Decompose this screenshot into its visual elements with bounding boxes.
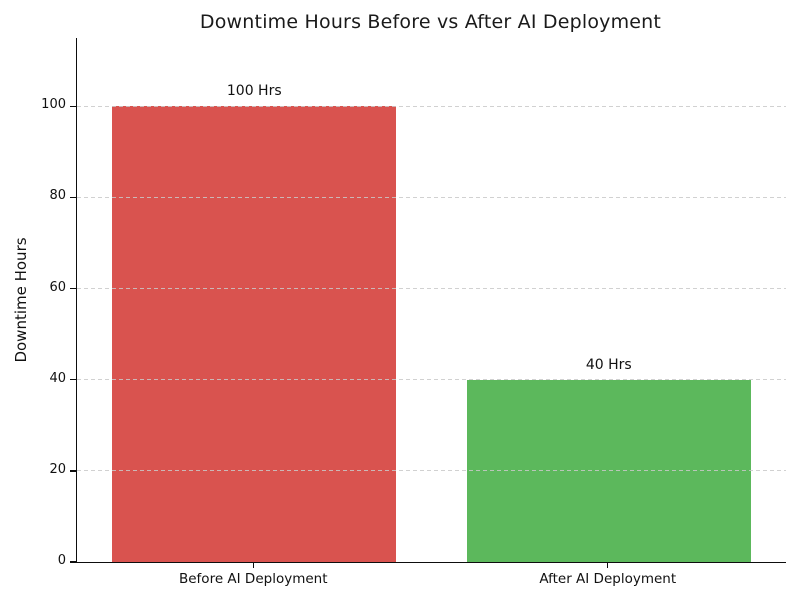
bar-before	[112, 106, 397, 562]
y-tick-label: 100	[41, 97, 66, 113]
plot-area: 100 Hrs 40 Hrs	[76, 38, 786, 563]
y-tick-label: 60	[49, 279, 66, 295]
gridline-y60	[77, 288, 786, 290]
y-tick-mark	[70, 379, 76, 381]
x-axis-category-label: Before AI Deployment	[178, 571, 328, 587]
y-tick-label: 40	[49, 370, 66, 386]
x-tick-mark	[607, 562, 609, 568]
bar-value-label: 100 Hrs	[226, 83, 282, 100]
y-tick-mark	[70, 105, 76, 108]
y-tick-mark	[70, 470, 76, 472]
gridline-y100	[77, 105, 786, 107]
y-axis-label-text: Downtime Hours	[12, 237, 30, 363]
y-tick-mark	[70, 196, 76, 199]
bar-value-label: 40 Hrs	[585, 356, 632, 373]
gridline-y20	[77, 470, 786, 472]
chart-title: Downtime Hours Before vs After AI Deploy…	[199, 11, 662, 33]
gridline-y40	[77, 379, 786, 381]
x-axis-category-label: After AI Deployment	[539, 571, 677, 587]
y-tick-label: 0	[57, 553, 66, 568]
y-tick-mark	[70, 287, 76, 290]
gridline-y80	[77, 196, 786, 198]
y-tick-label: 20	[49, 461, 66, 477]
y-tick-mark	[70, 561, 76, 563]
y-tick-label: 80	[49, 188, 66, 204]
x-tick-mark	[252, 562, 254, 568]
